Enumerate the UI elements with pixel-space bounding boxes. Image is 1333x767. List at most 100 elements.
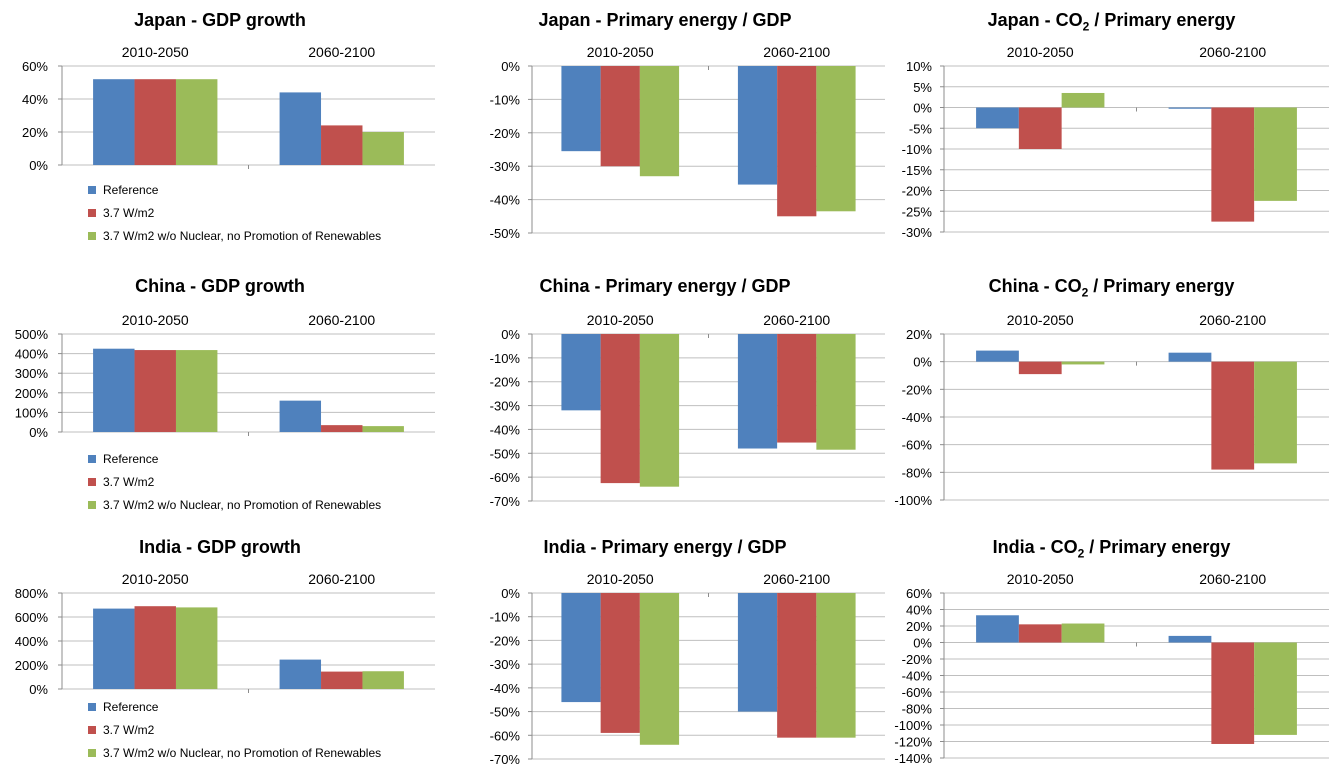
chart-india-gdp-growth: India - GDP growth 0% 200% 400% 600% 800% 201… xyxy=(0,524,440,767)
chart-china-primary-energy-gdp: China - Primary energy / GDP 0% -10% -20% -… xyxy=(440,268,890,518)
y-tick-label: 10% xyxy=(906,59,932,74)
y-tick-label: 800% xyxy=(15,586,49,601)
category-label: 2060-2100 xyxy=(763,312,830,328)
y-tick-label: -60% xyxy=(490,728,521,743)
y-tick-label: -20% xyxy=(490,375,521,390)
legend-label: 3.7 W/m2 xyxy=(103,722,155,737)
chart-plot: 10% 5% 0% -5% -10% -15% -20% -25% -30% 2010-2050 2… xyxy=(902,44,1329,240)
legend-label: 3.7 W/m2 w/o Nuclear, no Promotion of Re… xyxy=(103,497,382,512)
y-tick-label: 5% xyxy=(913,80,932,95)
category-label: 2060-2100 xyxy=(308,571,375,587)
bar xyxy=(1018,107,1062,149)
bar xyxy=(1061,92,1105,108)
legend-swatch xyxy=(88,748,96,757)
bar xyxy=(93,79,135,165)
category-label: 2010-2050 xyxy=(122,571,189,587)
legend-item: Reference xyxy=(88,695,381,718)
y-tick-label: -50% xyxy=(490,705,521,720)
bar xyxy=(1254,107,1297,201)
bar xyxy=(134,79,176,165)
legend-swatch xyxy=(88,454,96,463)
legend-label: Reference xyxy=(103,182,159,197)
bar xyxy=(1018,361,1062,375)
y-tick-label: 0% xyxy=(29,158,48,173)
y-tick-label: -10% xyxy=(490,351,521,366)
bar xyxy=(134,350,176,432)
legend-label: Reference xyxy=(103,699,159,714)
legend-swatch xyxy=(88,231,96,240)
bar xyxy=(1168,352,1212,362)
legend-label: 3.7 W/m2 w/o Nuclear, no Promotion of Re… xyxy=(103,745,382,760)
legend-swatch xyxy=(88,702,96,711)
category-label: 2010-2050 xyxy=(122,312,189,328)
y-tick-label: -20% xyxy=(490,126,521,141)
bar xyxy=(639,66,680,177)
y-tick-label: -5% xyxy=(909,121,933,136)
chart-legend: Reference 3.7 W/m2 3.7 W/m2 w/o Nuclear, n… xyxy=(88,178,381,247)
chart-china-gdp-growth: China - GDP growth 0% 100% 200% 300% 400% 500… xyxy=(0,268,440,518)
bar xyxy=(175,79,218,165)
legend-item: 3.7 W/m2 w/o Nuclear, no Promotion of Re… xyxy=(88,741,381,764)
bar xyxy=(1061,361,1105,365)
bar xyxy=(777,334,817,443)
bar xyxy=(816,334,856,450)
bar xyxy=(561,593,601,703)
bar xyxy=(321,125,363,165)
legend-item: 3.7 W/m2 xyxy=(88,718,381,741)
y-tick-label: 0% xyxy=(29,425,48,440)
y-tick-label: 40% xyxy=(22,92,48,107)
bar xyxy=(1018,624,1062,643)
category-label: 2060-2100 xyxy=(763,571,830,587)
bar xyxy=(600,334,640,484)
y-tick-label: -40% xyxy=(902,410,933,425)
y-tick-label: -120% xyxy=(894,735,932,750)
y-tick-label: -40% xyxy=(902,669,933,684)
legend-swatch xyxy=(88,477,96,486)
chart-plot: 60% 40%20% 0%-20% -40%-60% -80%-100% -120%-14… xyxy=(894,571,1329,766)
y-tick-label: 20% xyxy=(906,619,932,634)
legend-swatch xyxy=(88,725,96,734)
chart-china-co2-primary-energy: China - CO2 / Primary energy 20% 0% -20% -4… xyxy=(890,268,1333,518)
bar xyxy=(175,350,218,432)
y-tick-label: 0% xyxy=(913,636,932,651)
chart-title: China - GDP growth xyxy=(135,276,305,296)
bar xyxy=(600,593,640,733)
bar xyxy=(279,659,322,689)
y-tick-label: -30% xyxy=(490,159,521,174)
legend-item: 3.7 W/m2 xyxy=(88,201,381,224)
bar xyxy=(976,615,1019,643)
y-tick-label: -40% xyxy=(490,681,521,696)
y-tick-label: 40% xyxy=(906,603,932,618)
y-tick-label: -50% xyxy=(490,446,521,461)
bar xyxy=(639,334,680,487)
y-tick-label: -30% xyxy=(902,225,933,240)
category-label: 2010-2050 xyxy=(1007,571,1074,587)
y-tick-label: 0% xyxy=(501,327,520,342)
y-tick-label: 500% xyxy=(15,327,49,342)
bar xyxy=(816,66,856,212)
bar xyxy=(600,66,640,167)
bar xyxy=(1254,361,1297,464)
chart-legend: Reference 3.7 W/m2 3.7 W/m2 w/o Nuclear, n… xyxy=(88,447,381,516)
category-label: 2010-2050 xyxy=(122,44,189,60)
category-label: 2060-2100 xyxy=(1199,44,1266,60)
y-tick-label: 100% xyxy=(15,405,49,420)
chart-plot: 0% -10% -20% -30% -40% -50% -60% -70% 2010-2050 2… xyxy=(490,312,885,509)
bar xyxy=(639,593,680,745)
bar xyxy=(1168,107,1212,109)
chart-title: India - GDP growth xyxy=(139,537,301,557)
legend-swatch xyxy=(88,500,96,509)
y-tick-label: 600% xyxy=(15,610,49,625)
chart-india-primary-energy-gdp: India - Primary energy / GDP 0% -10% -20% -… xyxy=(440,524,890,767)
y-tick-label: -20% xyxy=(902,652,933,667)
y-tick-label: -30% xyxy=(490,657,521,672)
bar xyxy=(134,606,176,689)
legend-label: 3.7 W/m2 xyxy=(103,474,155,489)
y-tick-label: 20% xyxy=(906,327,932,342)
category-label: 2010-2050 xyxy=(587,44,654,60)
chart-plot: 20% 0% -20% -40% -60% -80% -100% 2010-2050 2060-… xyxy=(894,312,1329,508)
bar xyxy=(279,400,322,432)
y-tick-label: -60% xyxy=(490,470,521,485)
y-tick-label: 0% xyxy=(913,101,932,116)
bar xyxy=(362,132,404,165)
